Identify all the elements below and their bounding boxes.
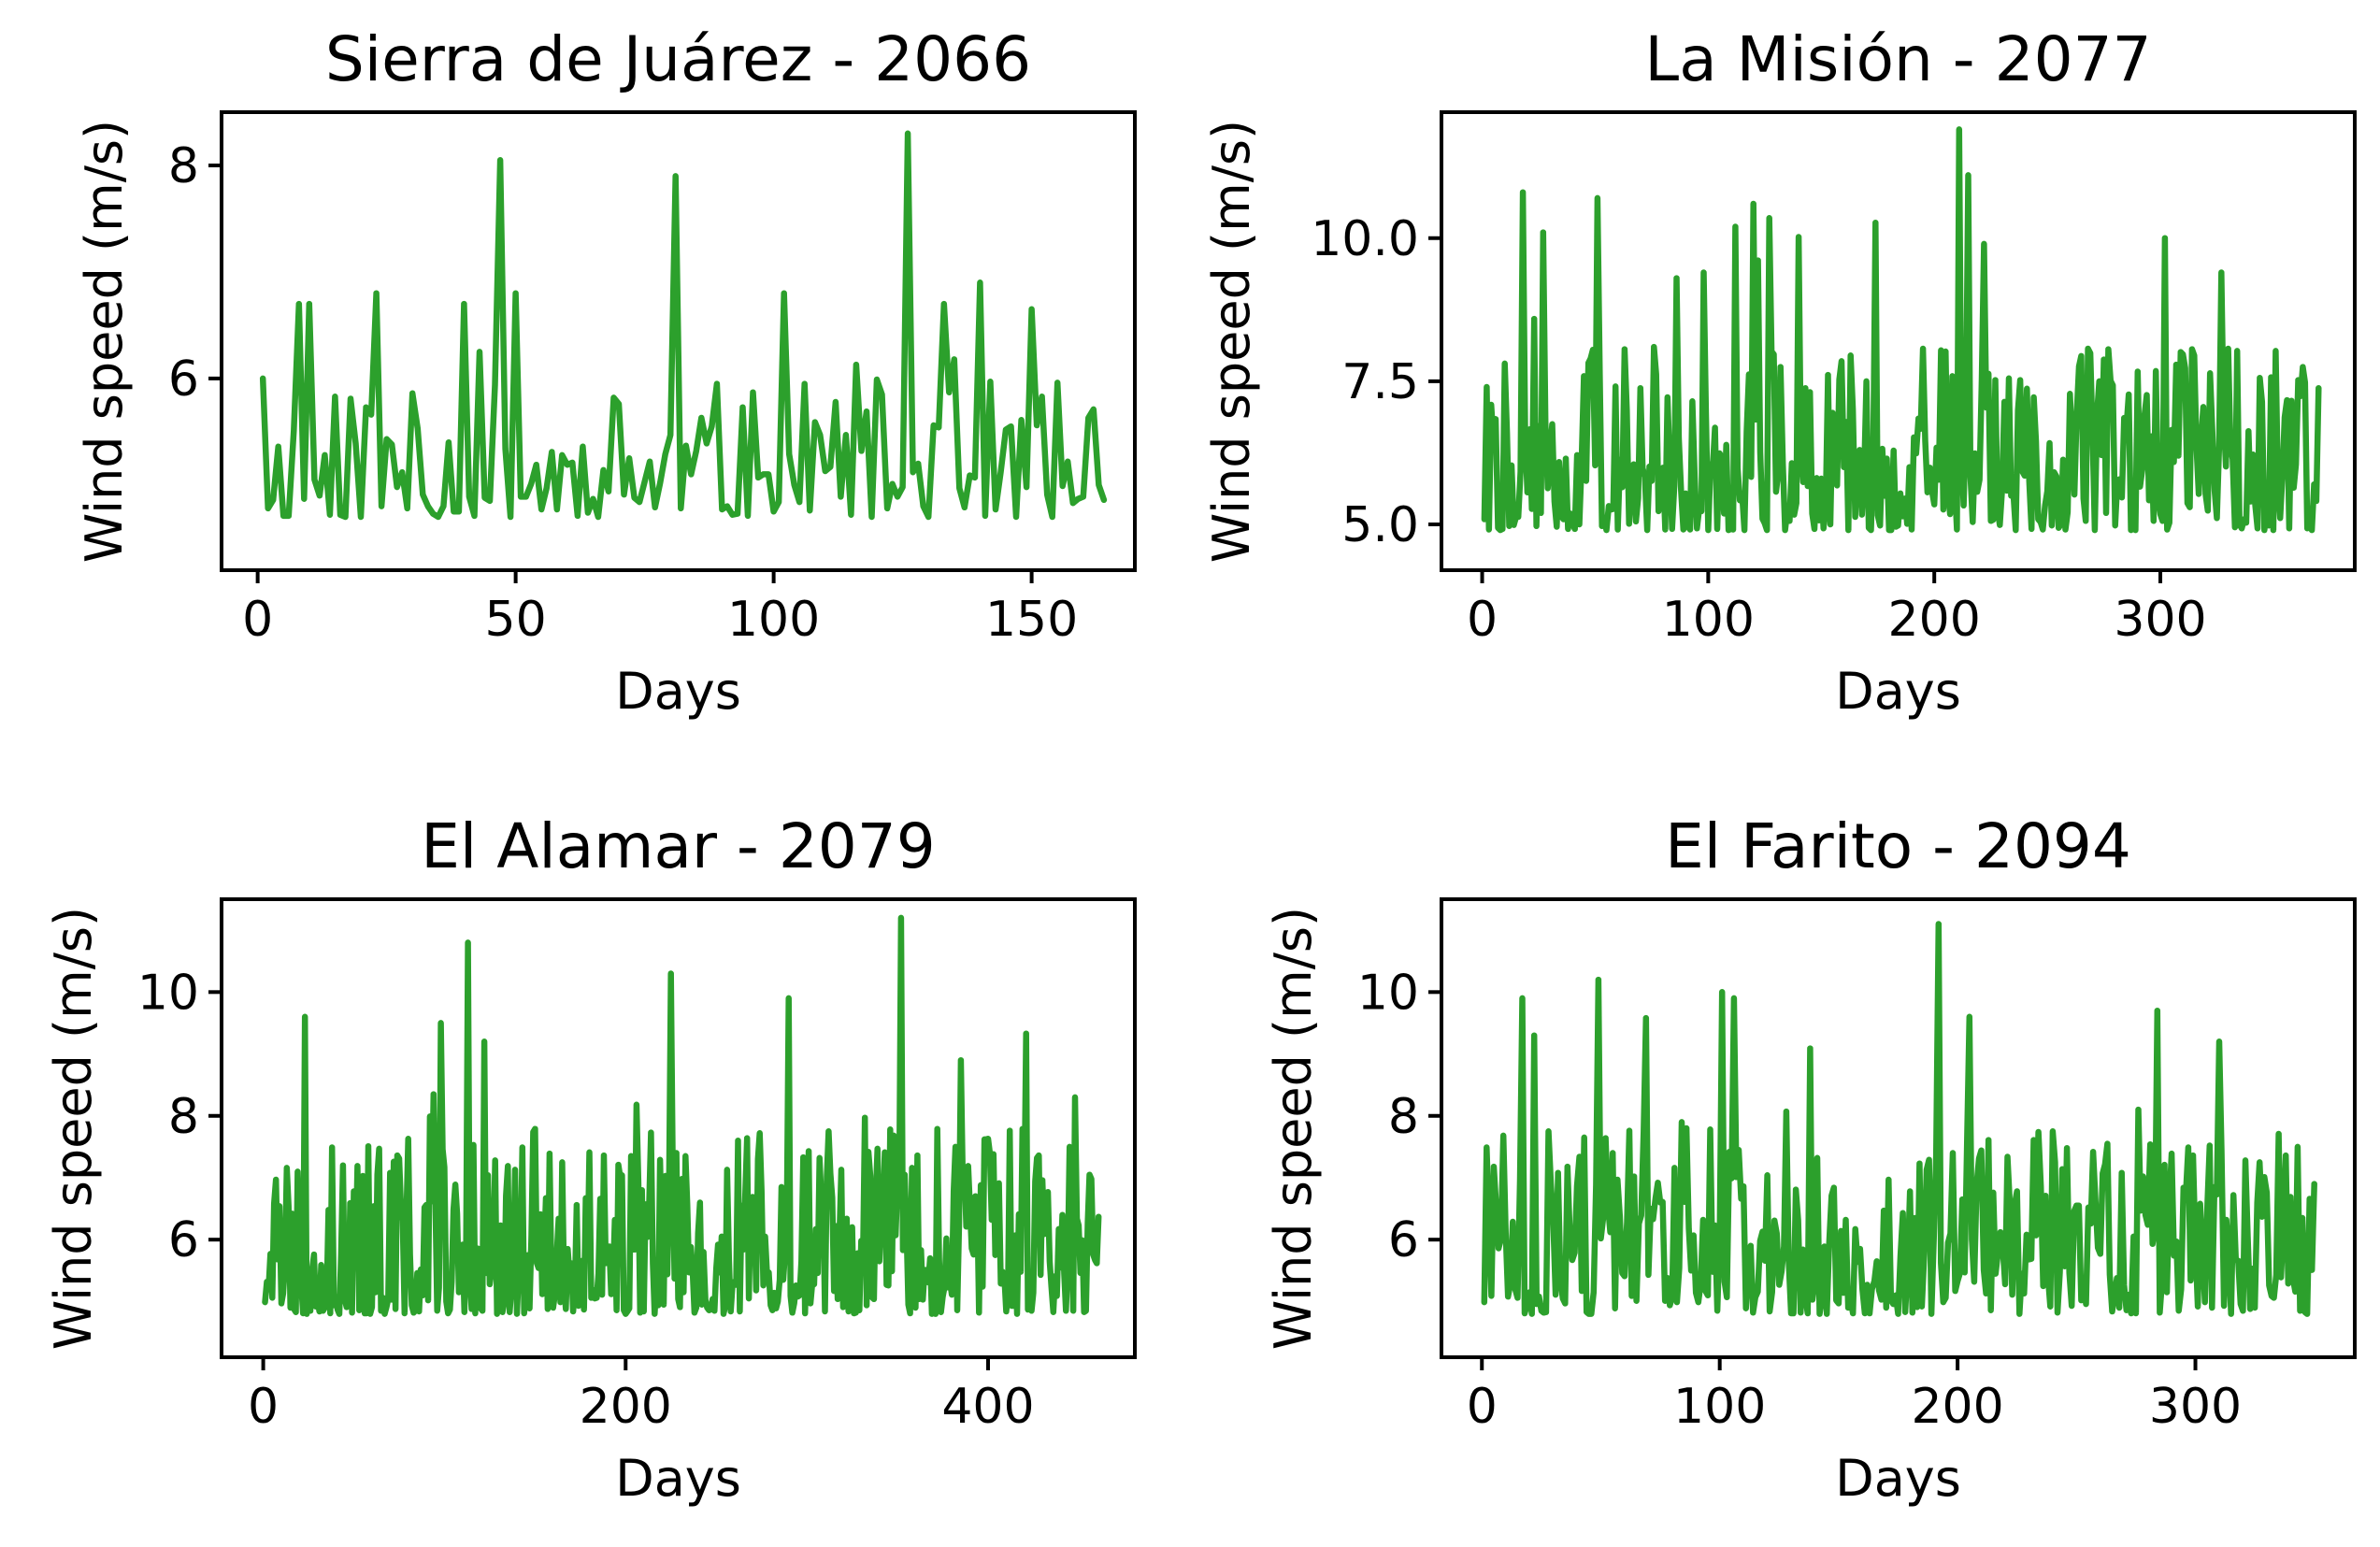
x-tick-label: 150 <box>985 592 1078 648</box>
axes-frame <box>220 897 1137 1359</box>
x-tick-label: 200 <box>580 1379 672 1435</box>
x-axis-label: Days <box>1835 1449 1961 1508</box>
x-tick-label: 50 <box>485 592 547 648</box>
y-tick-label: 6 <box>168 1212 199 1268</box>
x-tick-label: 100 <box>727 592 820 648</box>
y-tick-label: 5.0 <box>1341 497 1419 553</box>
x-tick-label: 300 <box>2149 1379 2242 1435</box>
y-tick-label: 10 <box>137 965 199 1021</box>
x-axis-label: Days <box>1835 662 1961 721</box>
x-tick-label: 100 <box>1673 1379 1766 1435</box>
y-tick-label: 8 <box>168 138 199 194</box>
x-axis-label: Days <box>615 662 741 721</box>
subplot-sierra-de-juarez: 0 50 100 150 6 8 Sierra de Juárez - 2066 Days Wi… <box>75 23 1137 721</box>
y-axis-label: Wind speed (m/s) <box>44 907 103 1350</box>
axes-frame <box>220 110 1137 572</box>
axes-frame <box>1440 110 2357 572</box>
subplot-el-farito: 0 100 200 300 6 8 10 El Farito - 2094 Days Wind s… <box>1264 810 2357 1508</box>
axes-frame <box>1440 897 2357 1359</box>
x-tick-label: 0 <box>248 1379 279 1435</box>
x-tick-label: 0 <box>1467 1379 1498 1435</box>
chart-title: El Alamar - 2079 <box>421 810 936 882</box>
series-line-wind-speed <box>1481 921 2317 1317</box>
subplot-el-alamar: 0 200 400 6 8 10 El Alamar - 2079 Days Wind spee… <box>44 810 1137 1508</box>
x-tick-label: 400 <box>941 1379 1034 1435</box>
x-tick-label: 300 <box>2114 592 2206 648</box>
chart-title: El Farito - 2094 <box>1665 810 2131 882</box>
y-axis-label: Wind speed (m/s) <box>1202 120 1261 563</box>
y-tick-label: 6 <box>1388 1212 1419 1268</box>
y-tick-label: 10.0 <box>1311 211 1419 267</box>
y-axis-label: Wind speed (m/s) <box>75 120 134 563</box>
y-tick-label: 6 <box>168 351 199 408</box>
x-axis-label: Days <box>615 1449 741 1508</box>
y-tick-label: 10 <box>1357 965 1419 1021</box>
series-line-wind-speed <box>259 130 1108 521</box>
x-tick-label: 0 <box>1467 592 1498 648</box>
x-tick-label: 200 <box>1911 1379 2003 1435</box>
y-tick-label: 8 <box>168 1089 199 1145</box>
x-tick-label: 200 <box>1888 592 1981 648</box>
x-tick-label: 100 <box>1662 592 1755 648</box>
chart-title: Sierra de Juárez - 2066 <box>325 23 1031 95</box>
series-line-wind-speed <box>1481 126 2322 534</box>
series-line-wind-speed <box>262 914 1102 1317</box>
chart-title: La Misión - 2077 <box>1644 23 2151 95</box>
y-tick-label: 7.5 <box>1341 354 1419 410</box>
y-tick-label: 8 <box>1388 1089 1419 1145</box>
y-axis-label: Wind speed (m/s) <box>1264 907 1323 1350</box>
x-tick-label: 0 <box>242 592 273 648</box>
subplot-la-mision: 0 100 200 300 5.0 7.5 10.0 La Misión - 2077 Days… <box>1202 23 2357 721</box>
